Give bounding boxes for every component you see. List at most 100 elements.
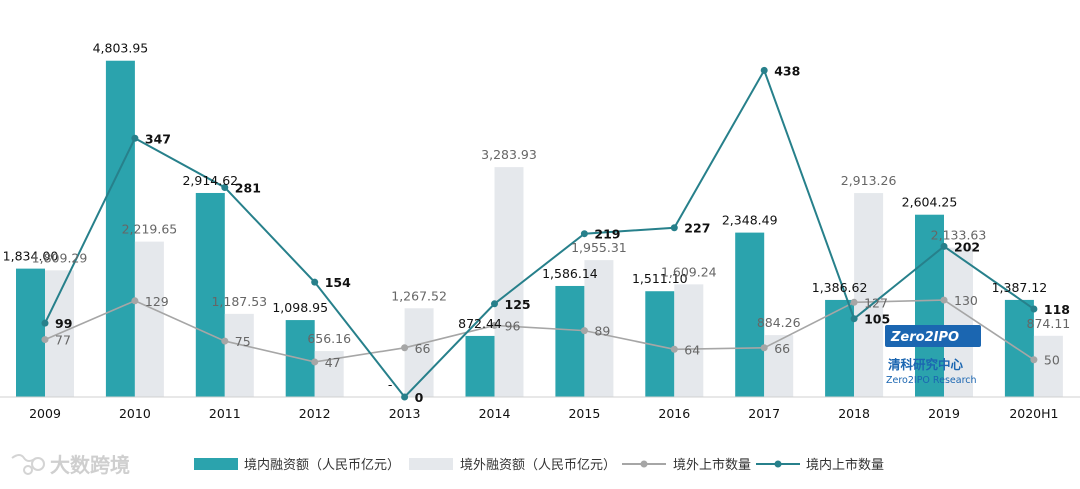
label-overseas-amount-2020H1: 874.11 — [1027, 316, 1071, 331]
point-domestic-count-2012 — [311, 278, 319, 286]
label-overseas-amount-2011: 1,187.53 — [211, 294, 267, 309]
point-overseas-count-2014 — [491, 321, 498, 329]
label-domestic-count-2013: 0 — [415, 390, 424, 405]
label-overseas-amount-2009: 1,809.29 — [32, 250, 88, 265]
label-domestic-count-2017: 438 — [774, 63, 800, 78]
x-tick-2013: 2013 — [389, 406, 421, 421]
bar-domestic-amount-2014 — [465, 335, 495, 397]
label-overseas-count-2015: 89 — [594, 324, 610, 339]
bar-overseas-amount-2020H1 — [1033, 335, 1063, 397]
point-domestic-count-2011 — [221, 183, 229, 191]
point-overseas-count-2009 — [41, 336, 49, 344]
x-tick-2017: 2017 — [748, 406, 780, 421]
x-tick-2012: 2012 — [299, 406, 331, 421]
label-overseas-count-2012: 47 — [325, 355, 341, 370]
label-overseas-count-2014: 96 — [505, 318, 521, 333]
lines-layer — [41, 66, 1038, 401]
x-tick-2014: 2014 — [479, 406, 511, 421]
legend-label-overseas-count: 境外上市数量 — [673, 457, 751, 473]
point-domestic-count-2015 — [580, 230, 588, 238]
label-overseas-count-2017: 66 — [774, 341, 790, 356]
label-domestic-amount-2018: 1,386.62 — [812, 280, 868, 295]
label-domestic-count-2011: 281 — [235, 180, 261, 195]
watermark-logo-icon — [11, 454, 45, 475]
label-overseas-count-2019: 130 — [954, 293, 978, 308]
line-domestic-count — [44, 68, 1035, 399]
point-domestic-count-2018 — [850, 315, 858, 323]
point-domestic-count-2009 — [41, 319, 49, 327]
legend-label-domestic-amount: 境内融资额（人民币亿元） — [244, 457, 400, 473]
point-overseas-count-2018 — [850, 298, 858, 306]
zero2ipo-logo-badge — [885, 325, 981, 347]
point-domestic-count-2020H1 — [1030, 305, 1038, 313]
label-domestic-count-2018: 105 — [864, 312, 890, 327]
legend-marker-overseas-count — [640, 460, 648, 468]
label-overseas-amount-2014: 3,283.93 — [481, 147, 537, 162]
label-overseas-amount-2010: 2,219.65 — [122, 222, 178, 237]
zero2ipo-logo: Zero2IPO 清科研究中心 Zero2IPO Research — [885, 325, 981, 386]
point-overseas-count-2019 — [940, 296, 948, 304]
bar-overseas-amount-2019 — [944, 247, 973, 397]
point-overseas-count-2013 — [401, 344, 409, 352]
x-tick-2010: 2010 — [119, 406, 151, 421]
label-domestic-count-2010: 347 — [145, 131, 171, 146]
label-domestic-amount-2020H1: 1,387.12 — [992, 280, 1048, 295]
point-domestic-count-2019 — [940, 242, 948, 250]
label-domestic-count-2012: 154 — [325, 275, 351, 290]
legend-swatch-overseas-amount — [409, 458, 453, 470]
bar-domestic-amount-2015 — [555, 285, 585, 397]
watermark: 大数跨境 — [11, 453, 130, 477]
label-overseas-amount-2018: 2,913.26 — [841, 173, 897, 188]
label-overseas-count-2016: 64 — [684, 342, 700, 357]
x-tick-2018: 2018 — [838, 406, 870, 421]
bar-domestic-amount-2011 — [195, 192, 225, 397]
point-domestic-count-2010 — [131, 134, 139, 142]
point-domestic-count-2016 — [670, 224, 678, 232]
label-overseas-amount-2017: 884.26 — [757, 315, 801, 330]
legend-label-domestic-count: 境内上市数量 — [806, 457, 884, 473]
zero2ipo-logo-chinese: 清科研究中心 — [888, 357, 964, 372]
point-overseas-count-2020H1 — [1030, 356, 1038, 364]
label-overseas-count-2020H1: 50 — [1044, 353, 1060, 368]
line-overseas-count — [44, 299, 1035, 363]
label-domestic-count-2019: 202 — [954, 239, 980, 254]
point-domestic-count-2013 — [401, 393, 409, 401]
bar-overseas-amount-2015 — [584, 260, 614, 397]
label-domestic-amount-2012: 1,098.95 — [272, 300, 328, 315]
label-overseas-amount-2016: 1,609.24 — [661, 264, 717, 279]
label-domestic-amount-2017: 2,348.49 — [722, 213, 778, 228]
label-overseas-count-2013: 66 — [415, 341, 431, 356]
bar-domestic-amount-2010 — [105, 60, 135, 397]
bar-domestic-amount-2019 — [915, 214, 944, 397]
label-overseas-amount-2012: 656.16 — [307, 331, 351, 346]
bar-overseas-amount-2010 — [134, 241, 164, 397]
x-tick-2011: 2011 — [209, 406, 241, 421]
point-overseas-count-2015 — [580, 327, 588, 335]
bars-layer — [16, 60, 1063, 397]
label-domestic-count-2020H1: 118 — [1044, 302, 1070, 317]
point-overseas-count-2012 — [311, 358, 319, 366]
legend-swatch-domestic-amount — [194, 458, 238, 470]
legend-label-overseas-amount: 境外融资额（人民币亿元） — [460, 458, 616, 473]
bar-overseas-amount-2011 — [224, 313, 254, 397]
point-overseas-count-2011 — [221, 337, 229, 345]
legend: 境内融资额（人民币亿元） 境外融资额（人民币亿元） 境外上市数量 境内上市数量 — [194, 457, 884, 473]
labels-layer: 1,834.004,803.952,914.621,098.95-872.441… — [3, 41, 1071, 405]
bar-domestic-amount-2020H1 — [1004, 299, 1034, 397]
bar-overseas-amount-2018 — [854, 193, 884, 397]
x-tick-2019: 2019 — [928, 406, 960, 421]
label-domestic-amount-2016: 1,511.10 — [632, 271, 688, 286]
label-overseas-count-2018: 127 — [864, 295, 888, 310]
label-domestic-amount-2015: 1,586.14 — [542, 266, 598, 281]
label-domestic-amount-2011: 2,914.62 — [182, 173, 238, 188]
label-overseas-amount-2019: 2,133.63 — [931, 228, 987, 243]
label-domestic-count-2009: 99 — [55, 316, 72, 331]
label-domestic-amount-2013: - — [388, 377, 393, 392]
watermark-text: 大数跨境 — [50, 453, 130, 477]
label-domestic-count-2015: 219 — [594, 227, 620, 242]
bar-domestic-amount-2018 — [825, 299, 855, 397]
bar-overseas-amount-2014 — [494, 167, 524, 397]
point-domestic-count-2017 — [760, 66, 768, 74]
label-domestic-amount-2009: 1,834.00 — [3, 249, 59, 264]
